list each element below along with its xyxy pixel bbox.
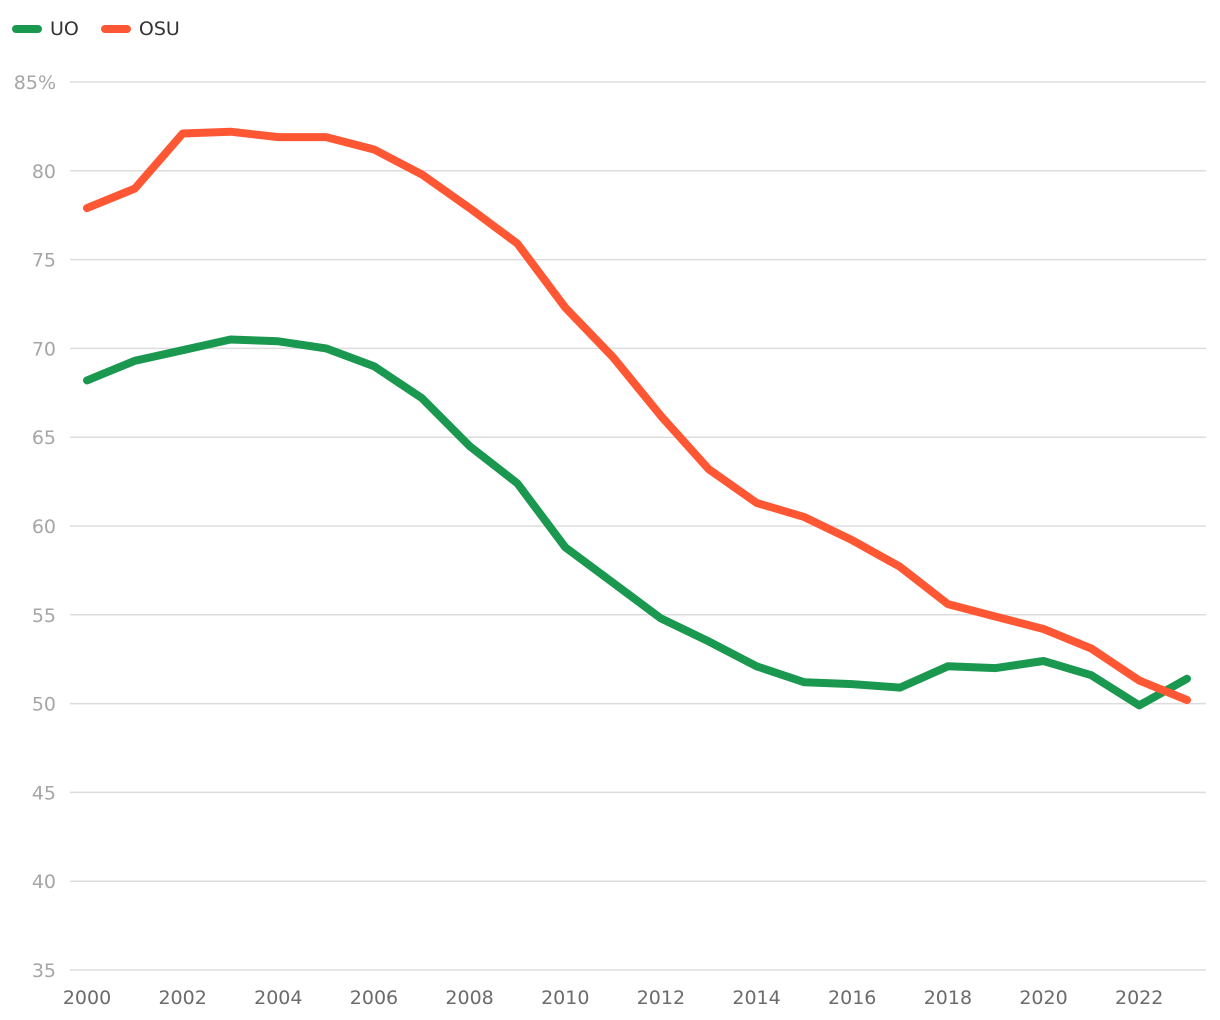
x-tick-label: 2004 — [254, 987, 302, 1009]
y-tick-label: 85% — [14, 72, 56, 94]
x-tick-label: 2008 — [445, 987, 493, 1009]
y-tick-label: 45 — [32, 782, 56, 804]
x-tick-label: 2016 — [828, 987, 876, 1009]
x-tick-label: 2010 — [541, 987, 589, 1009]
series-line-uo — [83, 335, 1191, 710]
series-line-osu — [83, 127, 1191, 704]
x-axis-ticks: 2000 2002 2004 2006 2008 2010 2012 2014 2016 2018… — [63, 987, 1164, 1009]
x-tick-label: 2018 — [924, 987, 972, 1009]
y-tick-label: 55 — [32, 605, 56, 627]
gridlines — [70, 81, 1206, 971]
legend-item-osu: OSU — [100, 18, 180, 40]
x-tick-label: 2002 — [158, 987, 206, 1009]
chart-legend: UO OSU — [12, 18, 180, 40]
x-tick-label: 2020 — [1019, 987, 1067, 1009]
x-tick-label: 2006 — [350, 987, 398, 1009]
legend-item-uo: UO — [12, 18, 79, 40]
y-tick-label: 80 — [32, 161, 56, 183]
y-axis-ticks: 35 40 45 50 55 60 65 70 75 80 85% — [14, 72, 56, 982]
y-tick-label: 65 — [32, 427, 56, 449]
legend-label-uo: UO — [50, 18, 79, 40]
y-tick-label: 35 — [32, 960, 56, 982]
y-tick-label: 75 — [32, 250, 56, 272]
y-tick-label: 40 — [32, 871, 56, 893]
legend-label-osu: OSU — [138, 18, 180, 40]
y-tick-label: 70 — [32, 338, 56, 360]
x-tick-label: 2014 — [732, 987, 780, 1009]
y-tick-label: 50 — [32, 694, 56, 716]
x-tick-label: 2022 — [1115, 987, 1163, 1009]
x-tick-label: 2012 — [637, 987, 685, 1009]
x-tick-label: 2000 — [63, 987, 111, 1009]
series-lines — [83, 127, 1191, 710]
y-tick-label: 60 — [32, 516, 56, 538]
legend-swatch-osu — [100, 25, 131, 33]
legend-swatch-uo — [12, 25, 42, 33]
